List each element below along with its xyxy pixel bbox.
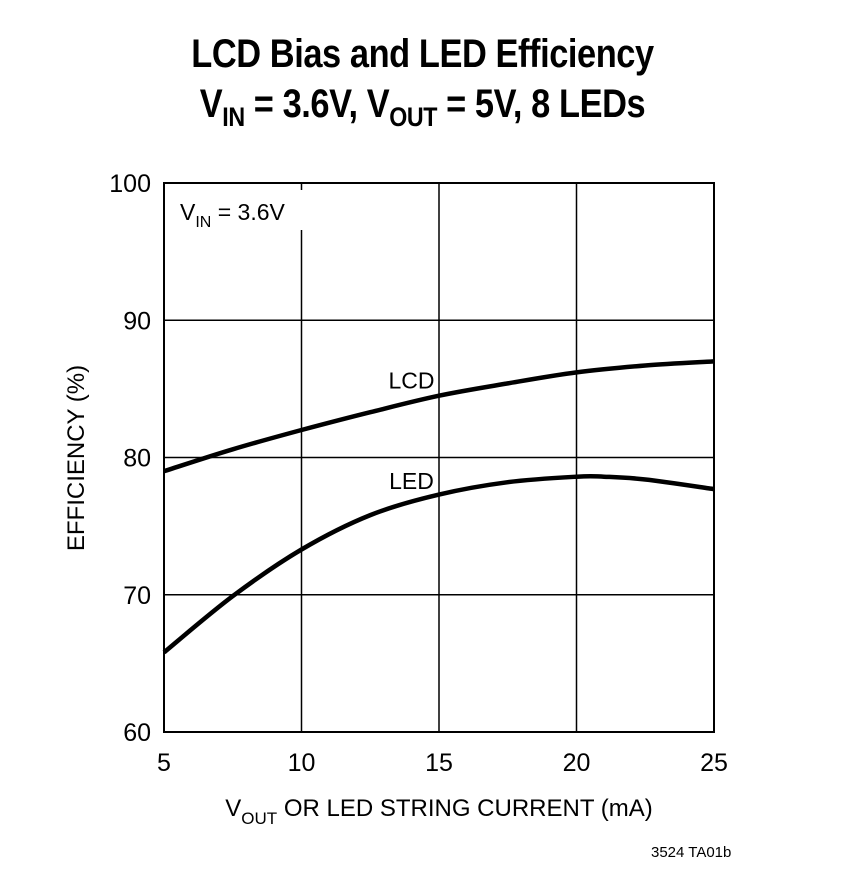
x-tick-label-2: 15	[425, 749, 453, 777]
chart-title: LCD Bias and LED Efficiency	[191, 32, 654, 76]
annotation-background	[172, 190, 304, 230]
series-label-lcd: LCD	[388, 367, 434, 393]
x-tick-labels: 5 10 15 20 25	[157, 749, 728, 777]
plot-frame	[163, 182, 715, 733]
y-axis-label: EFFICIENCY (%)	[63, 365, 90, 551]
x-tick-label-4: 25	[700, 749, 728, 777]
x-tick-label-3: 20	[563, 749, 591, 777]
y-tick-label-0: 60	[123, 719, 151, 747]
y-tick-label-1: 70	[123, 582, 151, 610]
figure-code: 3524 TA01b	[651, 844, 732, 861]
series-line-lcd	[163, 359, 715, 474]
x-axis-label: VOUT OR LED STRING CURRENT (mA)	[225, 795, 652, 828]
y-tick-labels: 60 70 80 90 100	[109, 170, 151, 747]
y-tick-label-4: 100	[109, 170, 151, 198]
vin-annotation: VIN = 3.6V	[180, 199, 286, 231]
x-tick-label-1: 10	[288, 749, 316, 777]
y-tick-label-3: 90	[123, 307, 151, 335]
y-tick-label-2: 80	[123, 445, 151, 473]
series-label-led: LED	[389, 468, 434, 494]
grid-lines	[164, 183, 714, 732]
chart-subtitle: VIN = 3.6V, VOUT = 5V, 8 LEDs	[199, 82, 646, 132]
series-labels: LCD LED	[388, 367, 434, 493]
x-tick-label-0: 5	[157, 749, 171, 777]
series-lines	[162, 359, 715, 655]
series-line-led	[162, 473, 715, 655]
